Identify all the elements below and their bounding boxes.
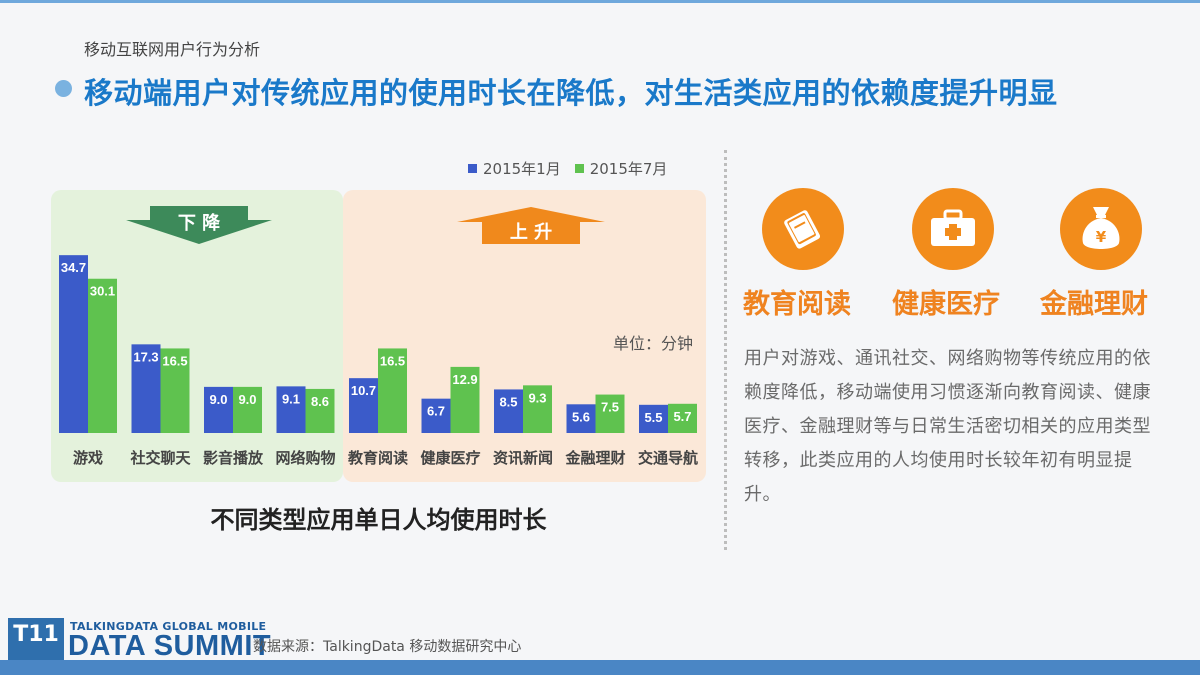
bar-jan-5 xyxy=(421,398,451,433)
bar-jan-0 xyxy=(59,255,88,433)
summary-paragraph: 用户对游戏、通讯社交、网络购物等传统应用的依赖度降低，移动端使用习惯逐渐向教育阅… xyxy=(744,348,1151,505)
logo-badge: T11 xyxy=(8,618,64,664)
category-label-3: 网络购物 xyxy=(275,449,335,467)
bar-jul-6 xyxy=(523,385,552,433)
bar-jan-2 xyxy=(204,386,233,433)
bar-jul-5 xyxy=(450,366,480,433)
legend-swatch-jan xyxy=(468,164,477,173)
data-label-jan-2: 9.0 xyxy=(209,392,227,407)
data-label-jul-4: 16.5 xyxy=(380,353,405,368)
bar-jan-7 xyxy=(566,404,596,433)
legend-item-jan: 2015年1月 xyxy=(468,158,561,179)
medical-kit-icon xyxy=(912,188,994,270)
data-source: 数据来源：TalkingData 移动数据研究中心 xyxy=(253,639,522,655)
data-label-jul-0: 30.1 xyxy=(90,284,115,299)
bar-jul-8 xyxy=(668,403,697,433)
logo-tagline: TALKINGDATA GLOBAL MOBILE xyxy=(70,620,267,633)
legend-label-jan: 2015年1月 xyxy=(483,160,561,178)
bottom-accent-bar xyxy=(0,660,1200,675)
top-accent-bar xyxy=(0,0,1200,3)
bar-jul-3 xyxy=(305,388,335,433)
legend-item-jul: 2015年7月 xyxy=(574,158,668,179)
down-arrow-shape xyxy=(126,206,272,244)
data-label-jul-7: 7.5 xyxy=(601,400,619,415)
highlight-title-education: 教育阅读 xyxy=(743,289,851,320)
data-label-jul-3: 8.6 xyxy=(311,394,329,409)
category-label-4: 教育阅读 xyxy=(347,449,408,467)
data-label-jan-7: 5.6 xyxy=(572,409,590,424)
category-label-8: 交通导航 xyxy=(638,449,698,467)
up-arrow-label: 上 升 xyxy=(510,222,552,243)
category-label-5: 健康医疗 xyxy=(420,449,480,467)
data-label-jan-5: 6.7 xyxy=(427,404,445,419)
category-label-1: 社交聊天 xyxy=(129,449,191,467)
data-label-jul-2: 9.0 xyxy=(238,392,256,407)
vertical-divider xyxy=(724,150,727,550)
legend-swatch-jul xyxy=(574,164,584,173)
data-label-jan-1: 17.3 xyxy=(133,349,158,364)
section-kicker: 移动互联网用户行为分析 xyxy=(84,40,261,59)
data-label-jan-0: 34.7 xyxy=(61,260,86,275)
legend-label-jul: 2015年7月 xyxy=(589,160,668,178)
down-arrow-label: 下 降 xyxy=(178,212,221,234)
summit-logo: T11 TALKINGDATA GLOBAL MOBILE DATA SUMMI… xyxy=(8,614,271,664)
bar-jul-7 xyxy=(595,394,625,433)
highlight-title-health: 健康医疗 xyxy=(892,289,1000,320)
data-label-jul-5: 12.9 xyxy=(452,372,477,387)
bar-jan-6 xyxy=(494,389,523,433)
bar-jan-3 xyxy=(276,386,306,433)
category-label-0: 游戏 xyxy=(73,449,103,467)
money-bag-icon: ¥ xyxy=(1060,188,1142,270)
bar-jan-1 xyxy=(131,344,161,433)
chart-legend: 2015年1月 2015年7月 xyxy=(468,158,667,179)
category-label-2: 影音播放 xyxy=(203,449,264,467)
data-label-jan-6: 8.5 xyxy=(499,394,517,409)
bar-jan-4 xyxy=(349,378,378,433)
page-title: 移动端用户对传统应用的使用时长在降低，对生活类应用的依赖度提升明显 xyxy=(84,76,1058,110)
data-label-jan-4: 10.7 xyxy=(351,383,376,398)
svg-text:¥: ¥ xyxy=(1096,228,1107,246)
data-label-jan-3: 9.1 xyxy=(282,391,300,406)
chart-unit-label: 单位：分钟 xyxy=(613,334,694,353)
logo-wordmark: DATA SUMMIT xyxy=(68,630,272,662)
category-label-7: 金融理财 xyxy=(564,449,625,467)
book-icon xyxy=(762,188,844,270)
data-label-jul-6: 9.3 xyxy=(528,390,546,405)
bar-jul-2 xyxy=(233,386,262,433)
data-label-jul-1: 16.5 xyxy=(162,353,187,368)
chart-caption: 不同类型应用单日人均使用时长 xyxy=(210,506,547,534)
data-label-jan-8: 5.5 xyxy=(644,410,662,425)
bar-jul-4 xyxy=(378,348,407,433)
headline-bullet xyxy=(55,80,72,97)
bar-jul-1 xyxy=(160,348,190,433)
category-label-6: 资讯新闻 xyxy=(493,449,553,467)
bar-chart: 下 降 上 升 34.7 30.1 游戏 17.3 16.5 社交聊天 9.0 9.0 影音播放… xyxy=(59,206,698,467)
highlight-title-finance: 金融理财 xyxy=(1040,289,1148,320)
up-arrow-shape xyxy=(457,207,605,244)
bar-jul-0 xyxy=(88,278,117,433)
bar-jan-8 xyxy=(639,404,668,433)
data-label-jul-8: 5.7 xyxy=(673,409,691,424)
